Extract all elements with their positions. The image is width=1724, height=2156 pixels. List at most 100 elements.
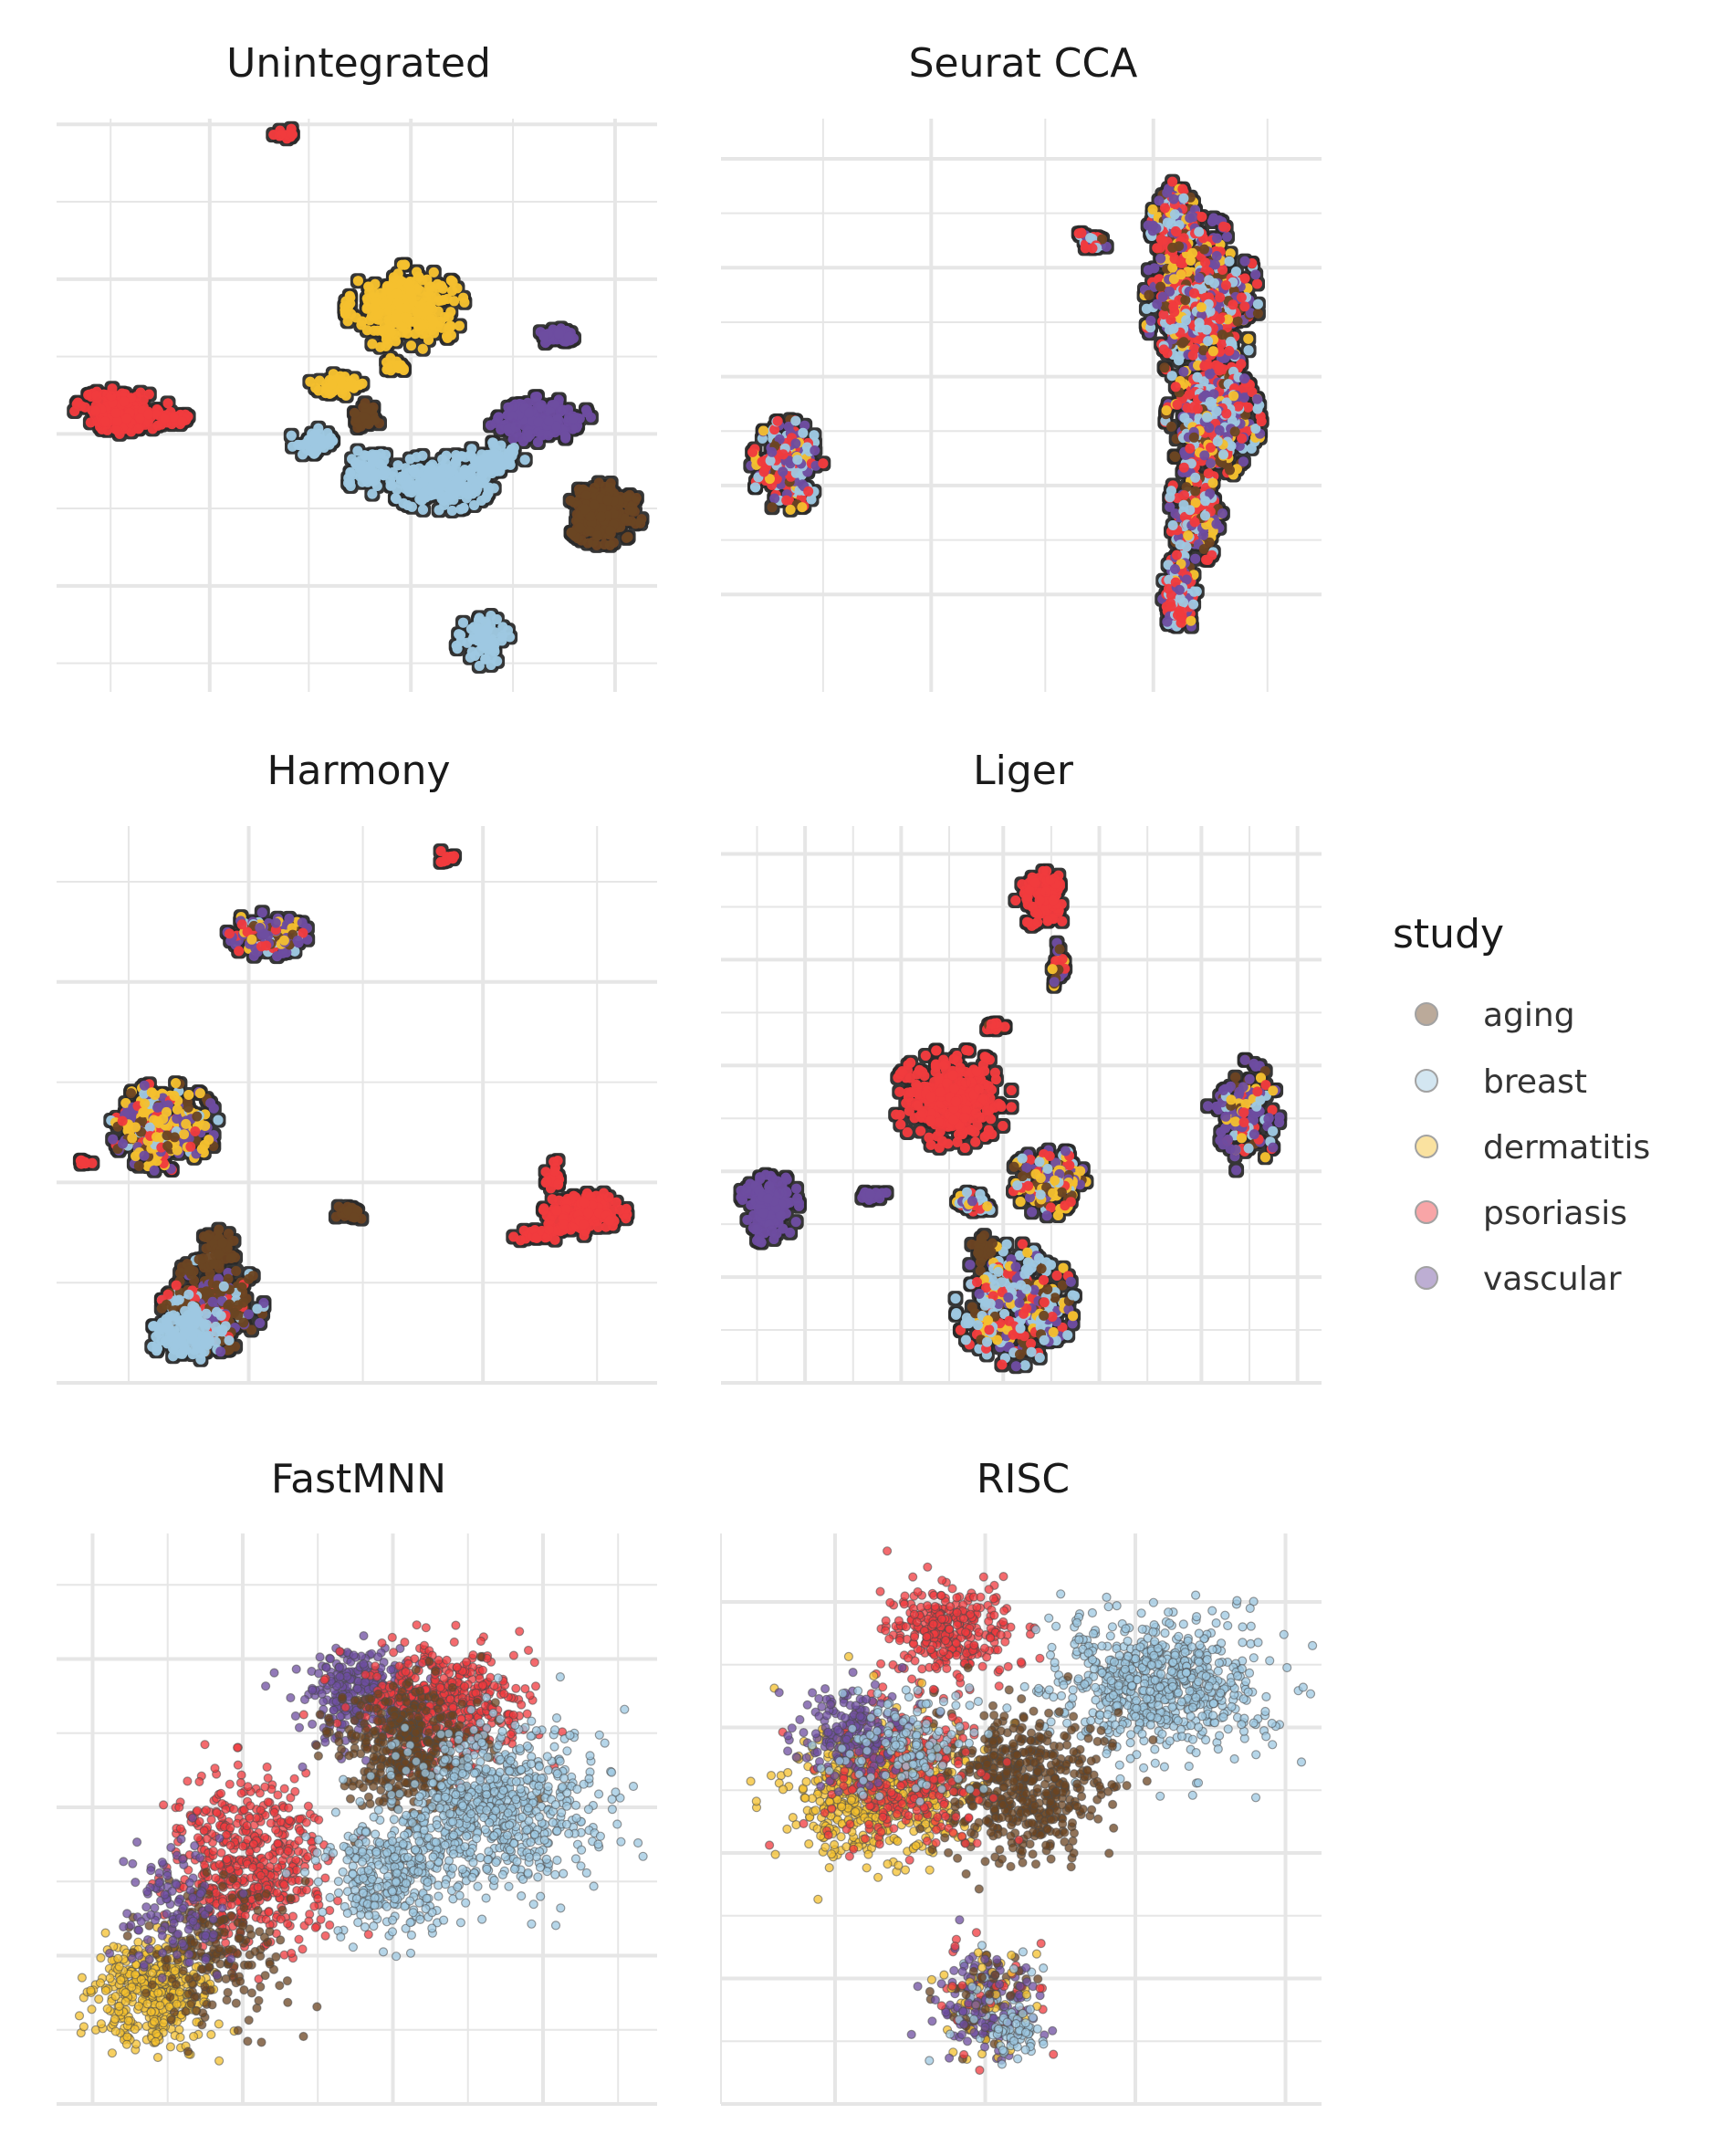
point-aging <box>580 504 590 515</box>
point-vascular <box>507 411 517 422</box>
cluster-dermatitis <box>340 259 470 354</box>
point-breast <box>1188 599 1199 610</box>
point-aging <box>608 538 619 548</box>
point-breast <box>1243 345 1254 356</box>
point-vascular <box>1208 213 1219 224</box>
point-psoriasis <box>894 1086 905 1097</box>
point-psoriasis <box>983 1125 994 1136</box>
point-vascular <box>1199 450 1210 461</box>
point-psoriasis <box>1170 382 1181 392</box>
point-breast <box>462 637 473 648</box>
point-dermatitis <box>758 425 768 436</box>
point-breast <box>467 463 478 474</box>
point-aging <box>1190 486 1201 497</box>
point-vascular <box>1205 369 1215 380</box>
point-psoriasis <box>1045 874 1056 885</box>
point-aging <box>360 398 371 409</box>
point-dermatitis <box>367 339 378 350</box>
point-breast <box>1200 510 1210 521</box>
point-dermatitis <box>194 1088 205 1099</box>
point-dermatitis <box>454 320 465 331</box>
point-aging <box>596 511 606 522</box>
point-breast <box>322 428 333 438</box>
point-vascular <box>560 431 571 442</box>
cluster-breast <box>343 445 398 499</box>
cluster-mix_vascular <box>222 907 313 962</box>
point-vascular <box>1185 213 1196 224</box>
point-breast <box>176 1337 187 1347</box>
point-vascular <box>538 331 549 342</box>
point-psoriasis <box>1214 361 1225 372</box>
point-dermatitis <box>327 379 338 390</box>
point-aging <box>1225 465 1235 476</box>
point-psoriasis <box>1041 865 1052 876</box>
panel-seurat-cca: Seurat CCA <box>721 40 1322 692</box>
point-vascular <box>1211 518 1222 529</box>
point-breast <box>152 1343 162 1354</box>
point-psoriasis <box>1172 549 1182 560</box>
point-psoriasis <box>1029 877 1040 888</box>
point-dermatitis <box>436 322 447 333</box>
cluster-mix <box>1073 227 1112 254</box>
point-psoriasis <box>90 405 101 416</box>
point-breast <box>452 644 463 654</box>
point-vascular <box>767 446 778 457</box>
point-dermatitis <box>356 319 367 330</box>
point-breast <box>765 455 776 466</box>
cluster-dermatitis <box>305 369 368 401</box>
point-dermatitis <box>179 1129 190 1140</box>
point-breast <box>792 455 803 466</box>
points-layer <box>75 846 632 1365</box>
point-psoriasis <box>974 1083 985 1094</box>
point-aging <box>183 1265 194 1276</box>
point-psoriasis <box>69 406 80 416</box>
point-dermatitis <box>1161 405 1172 416</box>
point-breast <box>1252 298 1263 309</box>
point-breast <box>519 455 530 466</box>
point-dermatitis <box>442 331 452 341</box>
point-dermatitis <box>392 316 402 326</box>
point-psoriasis <box>1228 299 1238 310</box>
point-dermatitis <box>392 297 403 308</box>
point-breast <box>298 449 308 460</box>
point-psoriasis <box>549 1166 560 1177</box>
point-breast <box>1224 256 1235 267</box>
point-vascular <box>1209 259 1220 270</box>
point-aging <box>162 1141 173 1151</box>
point-aging <box>592 530 602 541</box>
point-breast <box>1181 315 1192 326</box>
point-psoriasis <box>1032 908 1043 919</box>
point-psoriasis <box>1087 243 1098 254</box>
point-dermatitis <box>428 267 439 277</box>
point-dermatitis <box>406 340 416 351</box>
point-breast <box>473 614 484 625</box>
point-psoriasis <box>998 1121 1008 1131</box>
point-dermatitis <box>127 1133 138 1144</box>
point-dermatitis <box>423 287 434 297</box>
point-breast <box>411 469 422 480</box>
point-aging <box>574 522 585 533</box>
point-aging <box>349 1212 360 1223</box>
point-vascular <box>532 437 543 447</box>
panel-title-seurat-cca: Seurat CCA <box>909 40 1138 87</box>
point-dermatitis <box>427 312 438 323</box>
cluster-vascular <box>486 392 596 447</box>
point-breast <box>204 1336 215 1346</box>
point-aging <box>622 491 633 502</box>
point-psoriasis <box>986 1019 997 1030</box>
point-dermatitis <box>183 1090 194 1100</box>
point-psoriasis <box>1172 399 1183 410</box>
point-dermatitis <box>328 369 339 380</box>
point-vascular <box>118 1138 128 1149</box>
point-psoriasis <box>1239 301 1250 312</box>
point-psoriasis <box>818 458 829 469</box>
point-dermatitis <box>417 343 428 354</box>
point-psoriasis <box>224 928 235 939</box>
point-breast <box>1200 496 1211 507</box>
point-psoriasis <box>1189 517 1200 528</box>
point-dermatitis <box>350 312 361 323</box>
plot-area-liger <box>721 826 1322 1385</box>
point-breast <box>466 444 477 455</box>
point-dermatitis <box>405 287 416 298</box>
point-psoriasis <box>1032 916 1043 927</box>
